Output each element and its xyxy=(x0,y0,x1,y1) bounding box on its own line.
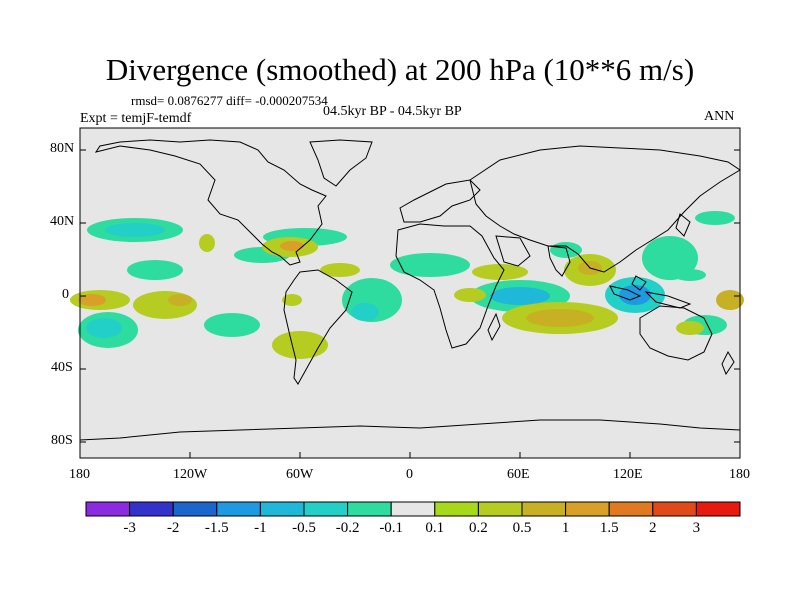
anomaly-region xyxy=(272,331,328,359)
season-label: ANN xyxy=(704,109,735,124)
colorbar xyxy=(85,501,741,517)
colorbar-swatch xyxy=(477,501,523,517)
anomaly-region xyxy=(550,242,582,258)
colorbar-label: -2 xyxy=(166,520,180,536)
colorbar-label: 2 xyxy=(649,520,657,536)
colorbar-swatch xyxy=(129,501,174,517)
coastline xyxy=(631,275,647,291)
coastline xyxy=(283,269,353,385)
anomaly-region xyxy=(695,211,735,225)
lon-label: 0 xyxy=(406,467,413,482)
coastline xyxy=(399,179,481,223)
colorbar-label: -1.5 xyxy=(204,520,229,536)
anomaly-region xyxy=(390,253,470,277)
coastline xyxy=(94,139,327,266)
colorbar-swatch xyxy=(390,501,436,517)
colorbar-label: -0.2 xyxy=(335,520,360,536)
coastline xyxy=(487,312,501,342)
anomaly-region xyxy=(676,321,704,335)
anomaly-region xyxy=(472,264,528,280)
anomaly-region xyxy=(168,294,192,306)
colorbar-swatch xyxy=(172,501,218,517)
lon-label: 180 xyxy=(729,467,750,482)
anomaly-region xyxy=(526,309,594,327)
coastline xyxy=(675,213,691,237)
lat-label: 80S xyxy=(51,433,73,448)
anomaly-region xyxy=(351,303,379,321)
lon-label: 180 xyxy=(69,467,90,482)
anomaly-region xyxy=(716,290,744,310)
colorbar-swatch xyxy=(434,501,479,517)
period-label: 04.5kyr BP - 04.5kyr BP xyxy=(323,104,462,119)
coastline xyxy=(721,350,735,376)
colorbar-label: 0.1 xyxy=(425,520,445,536)
colorbar-label: 0.2 xyxy=(469,520,488,536)
coastline xyxy=(395,223,505,349)
colorbar-swatch xyxy=(85,501,131,517)
anomaly-region xyxy=(619,285,651,305)
coastline xyxy=(644,291,692,309)
lon-label: 120E xyxy=(613,467,643,482)
lat-label: 0 xyxy=(62,287,69,302)
anomaly-region xyxy=(674,269,706,281)
colorbar-swatch xyxy=(259,501,305,517)
colorbar-label: -1 xyxy=(254,520,267,536)
coastlines xyxy=(79,139,741,441)
axis-ticks xyxy=(79,149,741,458)
lat-label: 40S xyxy=(51,360,73,375)
colorbar-label: 1.5 xyxy=(599,520,619,536)
colorbar-swatch xyxy=(565,501,610,517)
anomaly-region xyxy=(133,291,197,319)
plot-title: Divergence (smoothed) at 200 hPa (10**6 … xyxy=(105,52,695,87)
colorbar-label: 3 xyxy=(692,520,701,536)
divergence-field xyxy=(70,211,744,359)
anomaly-region xyxy=(490,287,550,305)
colorbar-label: 0.5 xyxy=(512,520,532,536)
colorbar-swatch xyxy=(608,501,654,517)
anomaly-region xyxy=(204,313,260,337)
anomaly-region xyxy=(642,236,698,280)
stats-label: rmsd= 0.0876277 diff= -0.000207534 xyxy=(131,93,328,108)
coastline xyxy=(547,245,571,277)
coastline xyxy=(639,305,713,361)
coastline xyxy=(469,145,741,273)
colorbar-label: -0.1 xyxy=(379,520,404,536)
anomaly-region xyxy=(78,294,106,306)
anomaly-region xyxy=(280,241,304,251)
coastline xyxy=(309,139,373,187)
colorbar-swatch xyxy=(216,501,261,517)
colorbar-swatch xyxy=(695,501,741,517)
lat-label: 80N xyxy=(50,141,75,156)
anomaly-region xyxy=(127,260,183,280)
colorbar-label: 1 xyxy=(561,520,570,536)
anomaly-region xyxy=(199,234,215,252)
colorbar-swatch xyxy=(521,501,567,517)
coastline xyxy=(609,285,642,301)
lon-label: 120W xyxy=(173,467,208,482)
colorbar-swatch xyxy=(347,501,392,517)
colorbar-label: -3 xyxy=(123,520,136,536)
coastline xyxy=(495,235,531,267)
colorbar-label: -0.5 xyxy=(292,520,316,536)
anomaly-region xyxy=(282,294,302,306)
lon-label: 60W xyxy=(286,467,314,482)
anomaly-region xyxy=(320,263,360,277)
experiment-label: Expt = temjF-temdf xyxy=(80,111,192,126)
colorbar-swatch xyxy=(303,501,349,517)
lon-label: 60E xyxy=(507,467,530,482)
colorbar-swatch xyxy=(652,501,697,517)
anomaly-region xyxy=(86,318,122,338)
coastline xyxy=(79,419,741,441)
anomaly-region xyxy=(105,223,165,237)
anomaly-region xyxy=(454,288,486,302)
lat-label: 40N xyxy=(50,214,75,229)
